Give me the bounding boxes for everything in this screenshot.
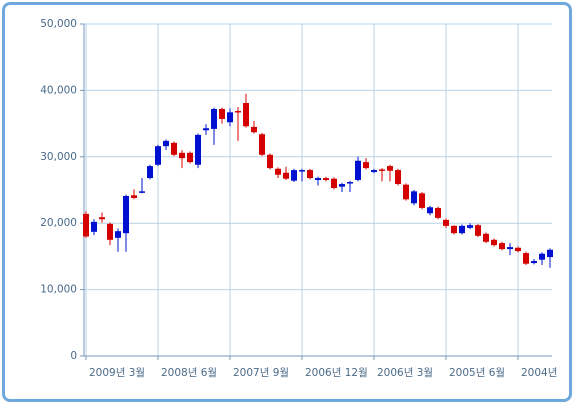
candle-body [227, 112, 233, 123]
candle-body [195, 134, 201, 165]
candle-body [179, 152, 185, 159]
candle-body [275, 168, 281, 175]
candle-body [331, 178, 337, 189]
y-tick-label: 10,000 [40, 284, 77, 296]
candle-body [499, 243, 505, 250]
candle-body [539, 253, 545, 260]
candle-body [427, 207, 433, 214]
candle-body [243, 103, 249, 127]
candle-body [219, 108, 225, 119]
candle-body [91, 221, 97, 232]
candle-body [347, 182, 353, 184]
candle-body [235, 110, 241, 113]
candle-body [339, 184, 345, 187]
candle-body [139, 191, 145, 193]
y-tick-label: 0 [70, 350, 77, 362]
candle-body [547, 249, 553, 258]
candle-body [507, 247, 513, 250]
candle-body [203, 128, 209, 131]
candle-body [371, 170, 377, 173]
candle-body [451, 225, 457, 234]
candle-body [171, 142, 177, 155]
x-tick-label: 2006년 3월 [377, 367, 433, 379]
y-tick-label: 40,000 [40, 84, 77, 96]
candle-body [515, 247, 521, 252]
candle-body [395, 170, 401, 185]
candle-body [379, 169, 385, 171]
x-tick-label: 2008년 6월 [161, 367, 217, 379]
y-tick-label: 20,000 [40, 217, 77, 229]
candle-body [419, 193, 425, 208]
candle-body [123, 195, 129, 234]
x-tick-label: 2004년 [521, 367, 557, 379]
candle-body [291, 170, 297, 181]
x-tick-label: 2007년 9월 [233, 367, 289, 379]
candle-body [403, 184, 409, 200]
candle-body [83, 213, 89, 237]
candle-body [315, 178, 321, 181]
candle-body [251, 126, 257, 133]
candle-body [467, 225, 473, 228]
x-tick-label: 2006년 12월 [305, 367, 368, 379]
candle-body [355, 160, 361, 181]
candle-body [435, 207, 441, 218]
candle-body [115, 231, 121, 238]
candle-body [411, 191, 417, 204]
candle-body [107, 223, 113, 240]
candle-body [483, 233, 489, 242]
y-tick-label: 30,000 [40, 151, 77, 163]
candle-body [323, 178, 329, 181]
candle-body [259, 134, 265, 155]
x-tick-label: 2009년 3월 [89, 367, 145, 379]
candle-body [443, 219, 449, 226]
candle-body [147, 166, 153, 179]
candle-body [307, 170, 313, 179]
candle-body [387, 166, 393, 171]
candle-body [363, 162, 369, 169]
x-tick-label: 2005년 6월 [449, 367, 505, 379]
candle-body [267, 154, 273, 169]
candle-body [523, 253, 529, 264]
candle-body [211, 108, 217, 129]
candle-body [187, 152, 193, 163]
candle-body [299, 170, 305, 172]
candle-body [491, 239, 497, 246]
candle-body [459, 225, 465, 234]
candle-body [475, 225, 481, 236]
candle-body [283, 172, 289, 179]
candle-body [155, 146, 161, 165]
y-tick-label: 50,000 [40, 18, 77, 30]
candle-body [163, 140, 169, 147]
candle-body [531, 261, 537, 264]
candle-body [99, 217, 105, 220]
candle-body [131, 195, 137, 198]
